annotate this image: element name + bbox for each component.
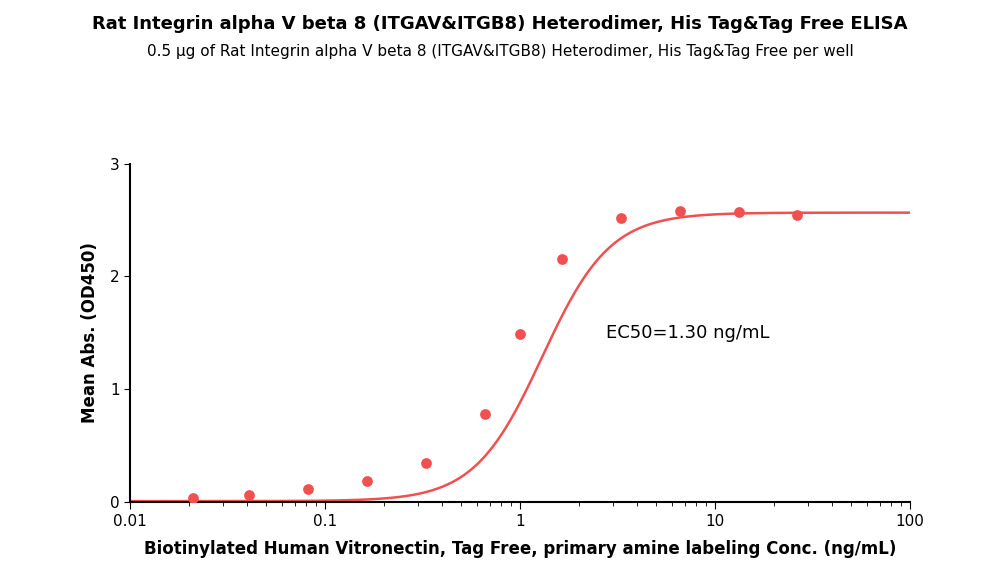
Text: 0.5 μg of Rat Integrin alpha V beta 8 (ITGAV&ITGB8) Heterodimer, His Tag&Tag Fre: 0.5 μg of Rat Integrin alpha V beta 8 (I…	[147, 44, 853, 59]
Text: Rat Integrin alpha V beta 8 (ITGAV&ITGB8) Heterodimer, His Tag&Tag Free ELISA: Rat Integrin alpha V beta 8 (ITGAV&ITGB8…	[92, 15, 908, 33]
Point	[185, 493, 201, 502]
Text: EC50=1.30 ng/mL: EC50=1.30 ng/mL	[606, 324, 769, 342]
Point	[477, 409, 493, 419]
Point	[359, 476, 375, 485]
Point	[300, 484, 316, 493]
Point	[554, 255, 570, 264]
Point	[418, 458, 434, 467]
Point	[731, 207, 747, 217]
Point	[672, 206, 688, 215]
Point	[613, 213, 629, 223]
X-axis label: Biotinylated Human Vitronectin, Tag Free, primary amine labeling Conc. (ng/mL): Biotinylated Human Vitronectin, Tag Free…	[144, 540, 896, 558]
Point	[512, 329, 528, 339]
Point	[241, 491, 257, 500]
Y-axis label: Mean Abs. (OD450): Mean Abs. (OD450)	[81, 242, 99, 423]
Point	[789, 211, 805, 220]
